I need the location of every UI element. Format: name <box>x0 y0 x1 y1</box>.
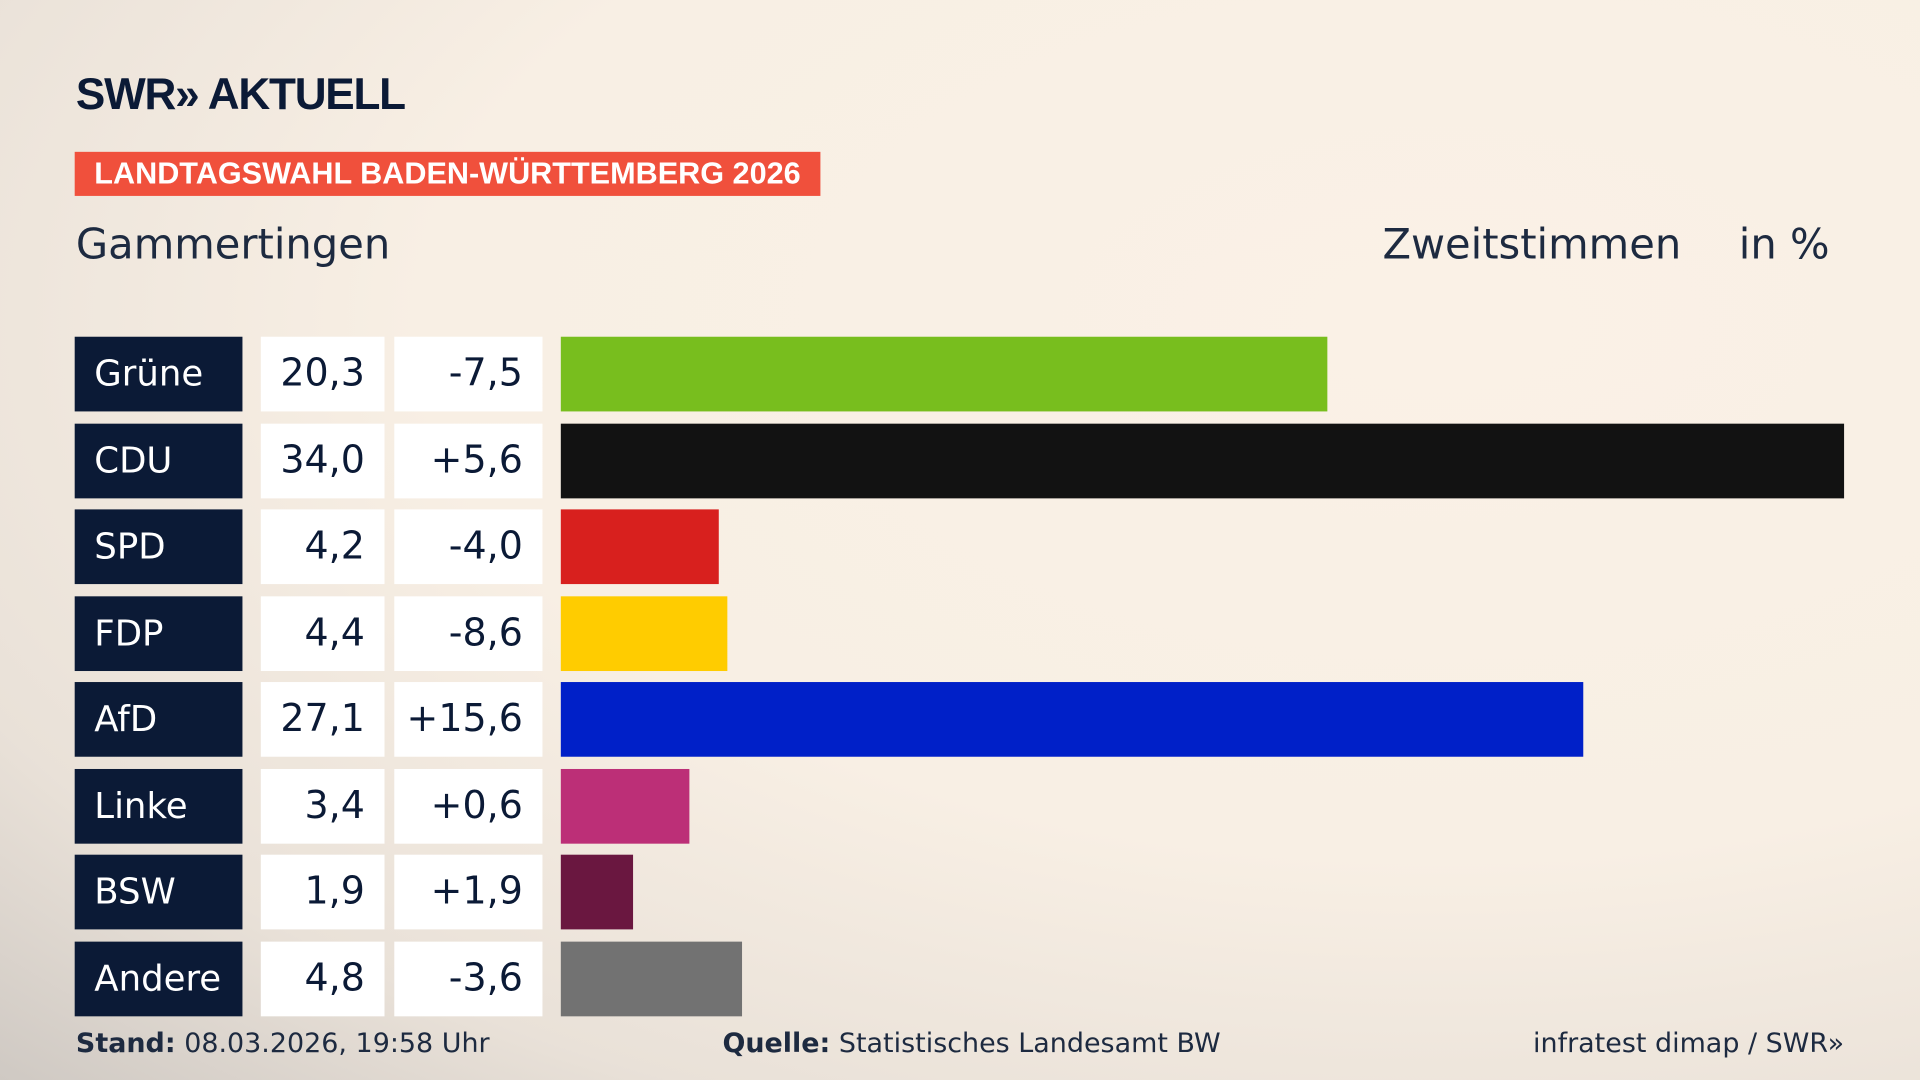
bar <box>560 768 690 844</box>
value-label: 1,9 <box>260 854 385 930</box>
change-label: -3,6 <box>394 941 543 1016</box>
change-label: +15,6 <box>394 682 543 757</box>
bar <box>560 682 1584 757</box>
party-label: FDP <box>74 595 243 671</box>
stand-label: Stand: <box>75 1028 176 1060</box>
credit: infratest dimap / SWR» <box>1533 1028 1845 1060</box>
vote-type-label: Zweitstimmen <box>1382 220 1682 270</box>
party-label: SPD <box>74 509 243 585</box>
value-label: 4,2 <box>260 509 385 585</box>
bar <box>560 595 727 671</box>
change-label: -4,0 <box>394 509 543 585</box>
bar <box>560 509 720 585</box>
bar <box>560 854 633 930</box>
value-label: 34,0 <box>260 423 385 498</box>
swr-aktuell-logo: SWR» AKTUELL <box>75 68 406 119</box>
source-value: Statistisches Landesamt BW <box>838 1028 1221 1060</box>
bar <box>560 336 1327 412</box>
change-label: +0,6 <box>394 768 543 844</box>
source: Quelle: Statistisches Landesamt BW <box>722 1029 1220 1060</box>
value-label: 27,1 <box>260 682 385 757</box>
change-label: -8,6 <box>394 595 543 671</box>
party-label: Andere <box>74 941 243 1016</box>
unit-label: in % <box>1738 220 1830 270</box>
timestamp: Stand: 08.03.2026, 19:58 Uhr <box>76 1029 490 1060</box>
source-label: Quelle: <box>722 1028 831 1060</box>
place-title: Gammertingen <box>75 220 391 270</box>
value-label: 20,3 <box>260 336 385 412</box>
party-label: BSW <box>74 854 243 930</box>
change-label: +5,6 <box>394 423 543 498</box>
bar <box>560 423 1845 498</box>
election-banner: LANDTAGSWAHL BADEN-WÜRTTEMBERG 2026 <box>74 151 821 196</box>
party-label: Grüne <box>74 336 243 412</box>
bar <box>560 941 742 1016</box>
party-label: Linke <box>74 768 243 844</box>
party-label: AfD <box>74 682 243 757</box>
party-label: CDU <box>74 423 243 498</box>
value-label: 4,8 <box>260 941 385 1016</box>
change-label: +1,9 <box>394 854 543 930</box>
value-label: 3,4 <box>260 768 385 844</box>
stand-value: 08.03.2026, 19:58 Uhr <box>184 1028 490 1060</box>
change-label: -7,5 <box>394 336 543 412</box>
value-label: 4,4 <box>260 595 385 671</box>
